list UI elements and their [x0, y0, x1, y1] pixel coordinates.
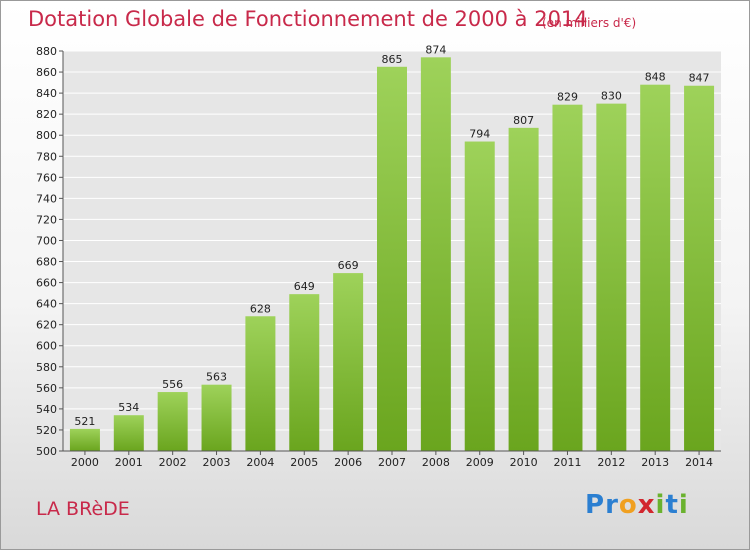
y-tick-label: 700: [36, 234, 57, 247]
x-tick-label: 2014: [685, 456, 713, 469]
data-label: 521: [74, 415, 95, 428]
y-tick-label: 600: [36, 340, 57, 353]
y-tick-label: 840: [36, 87, 57, 100]
y-tick-label: 680: [36, 256, 57, 269]
proxiti-logo[interactable]: Proxiti: [585, 490, 689, 520]
bar: [201, 384, 232, 451]
logo-letter: x: [637, 490, 656, 520]
data-label: 628: [250, 302, 271, 315]
y-tick-label: 820: [36, 108, 57, 121]
data-label: 794: [469, 128, 490, 141]
logo-letter: i: [655, 490, 666, 520]
y-tick-labels: 500 520 540 560 580 600 620 640 660 680 700 720 740 7…: [36, 45, 57, 458]
bars: [69, 57, 715, 452]
y-tick-label: 640: [36, 298, 57, 311]
y-tick-label: 520: [36, 424, 57, 437]
axes: [59, 50, 721, 455]
bar: [113, 415, 144, 451]
logo-letter: P: [585, 490, 606, 520]
data-labels: 521 534 556 563 628 649 669 865 874 794 807 829 830 8…: [74, 43, 709, 428]
data-label: 848: [645, 71, 666, 84]
bar: [69, 428, 100, 451]
bar: [333, 273, 364, 451]
y-tick-label: 720: [36, 213, 57, 226]
x-tick-label: 2003: [203, 456, 231, 469]
bar: [157, 392, 188, 451]
chart-subtitle: (en milliers d'€): [542, 16, 637, 30]
bar: [245, 316, 276, 451]
x-tick-label: 2010: [510, 456, 538, 469]
bar: [464, 141, 495, 452]
y-tick-label: 500: [36, 445, 57, 458]
bar: [508, 127, 539, 451]
data-label: 556: [162, 378, 183, 391]
x-tick-label: 2004: [246, 456, 274, 469]
logo-letter: i: [678, 490, 689, 520]
y-tick-label: 800: [36, 129, 57, 142]
y-tick-label: 740: [36, 192, 57, 205]
y-tick-label: 540: [36, 403, 57, 416]
data-label: 669: [338, 259, 359, 272]
y-tick-label: 620: [36, 319, 57, 332]
y-tick-label: 880: [36, 45, 57, 58]
y-tick-label: 660: [36, 277, 57, 290]
chart-title: Dotation Globale de Fonctionnement de 20…: [28, 7, 588, 31]
data-label: 874: [425, 43, 446, 56]
y-tick-label: 780: [36, 150, 57, 163]
y-tick-label: 760: [36, 171, 57, 184]
logo-letter: t: [665, 490, 679, 520]
x-tick-label: 2002: [159, 456, 187, 469]
commune-name: LA BRèDE: [36, 498, 130, 520]
data-label: 847: [689, 72, 710, 85]
x-tick-label: 2008: [422, 456, 450, 469]
data-label: 649: [294, 280, 315, 293]
data-label: 829: [557, 91, 578, 104]
x-tick-label: 2000: [71, 456, 99, 469]
x-tick-label: 2005: [290, 456, 318, 469]
bar: [420, 57, 451, 451]
bar: [377, 66, 407, 451]
x-tick-label: 2012: [597, 456, 625, 469]
logo-letter: o: [618, 490, 638, 520]
bar: [596, 103, 627, 451]
y-tick-label: 560: [36, 382, 57, 395]
x-tick-labels: 2000 2001 2002 2003 2004 2005 2006 2007 2008 2009…: [71, 456, 713, 469]
data-label: 830: [601, 90, 622, 103]
data-label: 563: [206, 371, 227, 384]
x-tick-label: 2009: [466, 456, 494, 469]
bar: [552, 104, 583, 452]
data-label: 865: [382, 53, 403, 66]
x-tick-label: 2007: [378, 456, 406, 469]
logo-letter: r: [605, 490, 619, 520]
y-tick-label: 860: [36, 66, 57, 79]
bar: [640, 84, 671, 452]
bar: [684, 85, 715, 451]
bar: [289, 294, 320, 451]
y-tick-label: 580: [36, 361, 57, 374]
data-label: 807: [513, 114, 534, 127]
x-tick-label: 2001: [115, 456, 143, 469]
x-tick-label: 2011: [553, 456, 581, 469]
x-tick-label: 2006: [334, 456, 362, 469]
x-tick-label: 2013: [641, 456, 669, 469]
data-label: 534: [118, 401, 139, 414]
